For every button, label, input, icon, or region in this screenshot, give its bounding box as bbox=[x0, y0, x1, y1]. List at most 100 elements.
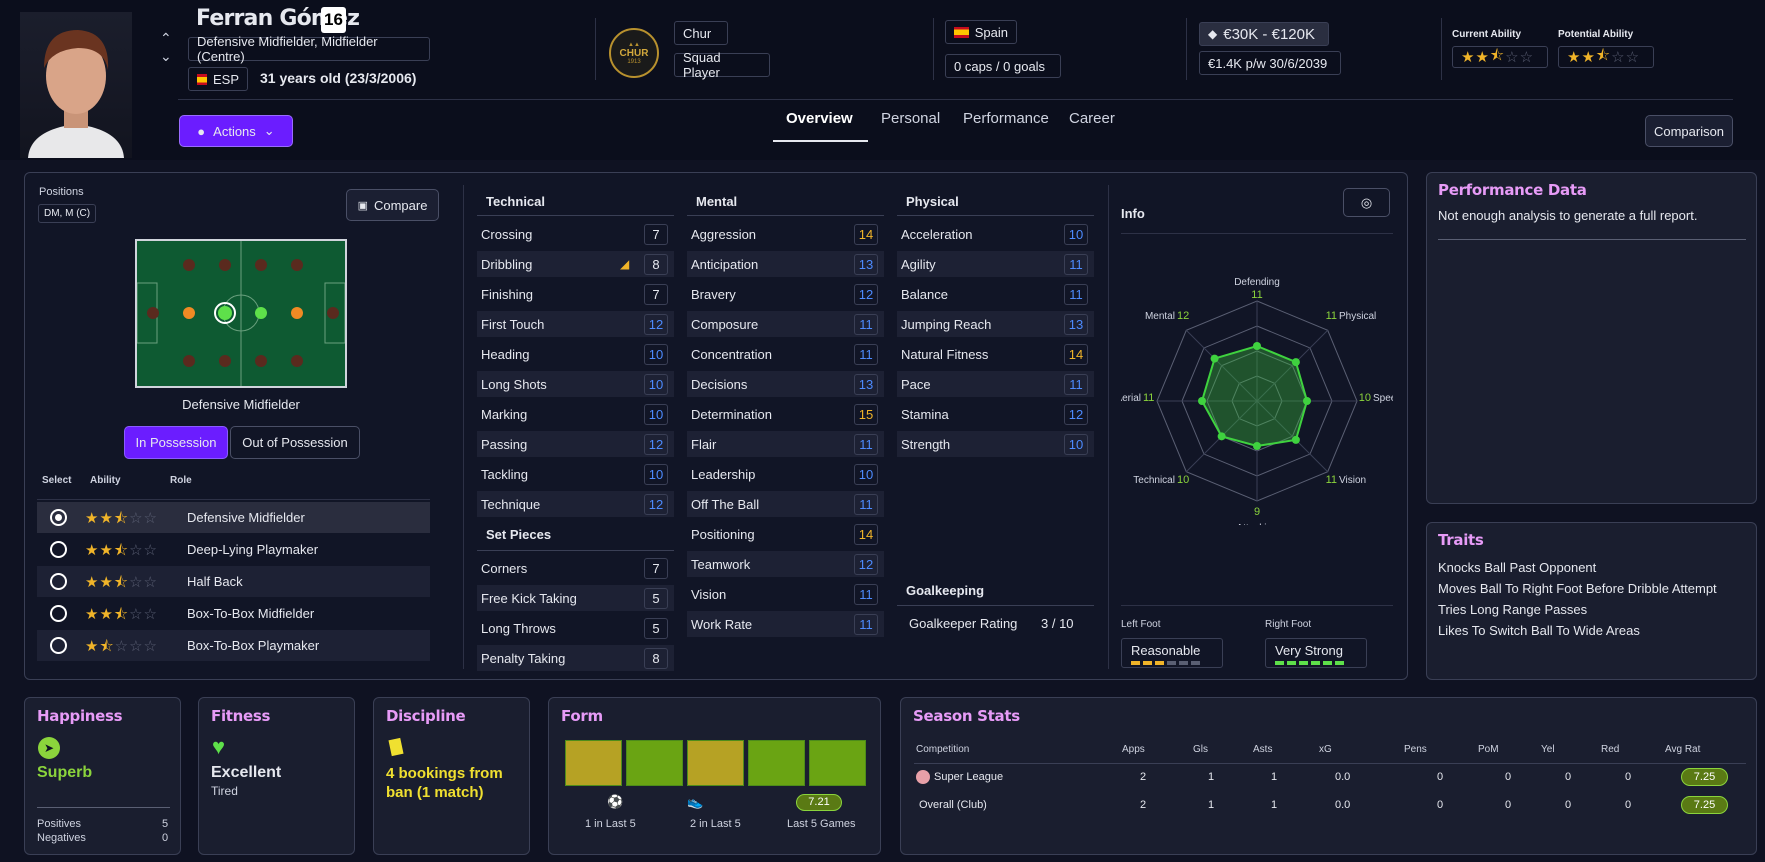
info-heading: Info bbox=[1121, 206, 1145, 221]
radar-view-button[interactable]: ◎ bbox=[1343, 188, 1390, 217]
stat-asts: 1 bbox=[1271, 771, 1278, 783]
role-stars: ★★⯪☆☆ bbox=[85, 574, 159, 591]
attribute-row[interactable]: Crossing 7 bbox=[477, 221, 674, 247]
attribute-row[interactable]: Long Throws 5 bbox=[477, 615, 674, 641]
radar-label: Aerial bbox=[1121, 393, 1141, 404]
stat-yel: 0 bbox=[1565, 799, 1572, 811]
attribute-row[interactable]: First Touch 12 bbox=[477, 311, 674, 337]
assists-last5: 2 in Last 5 bbox=[690, 818, 741, 830]
attribute-row[interactable]: Long Shots 10 bbox=[477, 371, 674, 397]
attribute-row[interactable]: Off The Ball 11 bbox=[687, 491, 884, 517]
tab-performance[interactable]: Performance bbox=[963, 110, 1049, 127]
role-radio-selected[interactable] bbox=[50, 509, 67, 526]
nation-name[interactable]: Spain bbox=[945, 20, 1017, 44]
col-avg-rating: Avg Rat bbox=[1665, 744, 1701, 755]
attribute-row[interactable]: Work Rate 11 bbox=[687, 611, 884, 637]
tab-overview[interactable]: Overview bbox=[786, 110, 853, 127]
actions-button[interactable]: ● Actions ⌄ bbox=[179, 115, 293, 147]
attribute-row[interactable]: Passing 12 bbox=[477, 431, 674, 457]
attribute-row[interactable]: Vision 11 bbox=[687, 581, 884, 607]
comparison-button[interactable]: Comparison bbox=[1645, 115, 1733, 147]
heart-icon: ♥ bbox=[212, 734, 226, 759]
attribute-row[interactable]: Leadership 10 bbox=[687, 461, 884, 487]
attribute-row[interactable]: Free Kick Taking 5 bbox=[477, 585, 674, 611]
next-player-icon[interactable]: ⌄ bbox=[160, 48, 172, 64]
in-possession-toggle[interactable]: In Possession bbox=[124, 426, 228, 459]
radar-label: Speed bbox=[1373, 393, 1393, 404]
attribute-row[interactable]: Flair 11 bbox=[687, 431, 884, 457]
avg-rating-badge: 7.25 bbox=[1681, 768, 1728, 786]
attribute-row[interactable]: Anticipation 13 bbox=[687, 251, 884, 277]
radar-label: Mental bbox=[1145, 311, 1175, 322]
attribute-row[interactable]: Technique 12 bbox=[477, 491, 674, 517]
attribute-name: Decisions bbox=[691, 376, 748, 392]
form-match-block[interactable] bbox=[748, 740, 805, 786]
tab-career[interactable]: Career bbox=[1069, 110, 1115, 127]
position-pitch bbox=[135, 239, 347, 388]
attribute-row[interactable]: Marking 10 bbox=[477, 401, 674, 427]
out-of-possession-toggle[interactable]: Out of Possession bbox=[230, 426, 360, 459]
right-foot-value: Very Strong bbox=[1275, 643, 1343, 658]
attribute-name: Balance bbox=[901, 286, 948, 302]
form-match-block[interactable] bbox=[565, 740, 622, 786]
club-name[interactable]: Chur bbox=[674, 21, 728, 45]
attribute-name: Penalty Taking bbox=[481, 650, 566, 666]
attribute-value: 11 bbox=[1064, 284, 1088, 305]
attribute-row[interactable]: Agility 11 bbox=[897, 251, 1094, 277]
role-radio[interactable] bbox=[50, 573, 67, 590]
attribute-row[interactable]: Heading 10 bbox=[477, 341, 674, 367]
attribute-name: First Touch bbox=[481, 316, 545, 332]
role-radio[interactable] bbox=[50, 637, 67, 654]
role-row[interactable]: ★⯪☆☆☆ Box-To-Box Playmaker bbox=[37, 630, 430, 661]
attribute-row[interactable]: Finishing 7 bbox=[477, 281, 674, 307]
tab-personal[interactable]: Personal bbox=[881, 110, 941, 127]
attribute-row[interactable]: Acceleration 10 bbox=[897, 221, 1094, 247]
attribute-row[interactable]: Dribbling 8 bbox=[477, 251, 674, 277]
attribute-row[interactable]: Concentration 11 bbox=[687, 341, 884, 367]
role-row[interactable]: ★★⯪☆☆ Deep-Lying Playmaker bbox=[37, 534, 430, 565]
radar-value: 11 bbox=[1143, 392, 1154, 404]
club-badge[interactable]: ▲▲ CHUR 1913 bbox=[609, 28, 659, 78]
role-row[interactable]: ★★⯪☆☆ Defensive Midfielder bbox=[37, 502, 430, 533]
attribute-row[interactable]: Natural Fitness 14 bbox=[897, 341, 1094, 367]
attribute-row[interactable]: Balance 11 bbox=[897, 281, 1094, 307]
attribute-value: 8 bbox=[644, 254, 668, 275]
attribute-row[interactable]: Pace 11 bbox=[897, 371, 1094, 397]
fitness-sub: Tired bbox=[211, 784, 238, 798]
form-match-block[interactable] bbox=[809, 740, 866, 786]
rating-last5-label: Last 5 Games bbox=[787, 818, 856, 830]
role-row[interactable]: ★★⯪☆☆ Half Back bbox=[37, 566, 430, 597]
form-match-block[interactable] bbox=[687, 740, 744, 786]
role-radio[interactable] bbox=[50, 541, 67, 558]
role-radio[interactable] bbox=[50, 605, 67, 622]
attribute-row[interactable]: Strength 10 bbox=[897, 431, 1094, 457]
attribute-row[interactable]: Positioning 14 bbox=[687, 521, 884, 547]
attribute-row[interactable]: Stamina 12 bbox=[897, 401, 1094, 427]
form-match-block[interactable] bbox=[626, 740, 683, 786]
attribute-row[interactable]: Aggression 14 bbox=[687, 221, 884, 247]
table-row[interactable]: Overall (Club) 2 1 1 0.0 0 0 0 0 7.25 bbox=[914, 793, 1746, 820]
stat-pens: 0 bbox=[1437, 799, 1444, 811]
compare-button[interactable]: ▣ Compare bbox=[346, 189, 439, 221]
attribute-value: 7 bbox=[644, 284, 668, 305]
attribute-row[interactable]: Determination 15 bbox=[687, 401, 884, 427]
left-foot-value: Reasonable bbox=[1131, 643, 1201, 658]
attribute-row[interactable]: Tackling 10 bbox=[477, 461, 674, 487]
attribute-row[interactable]: Decisions 13 bbox=[687, 371, 884, 397]
attribute-row[interactable]: Corners 7 bbox=[477, 555, 674, 581]
positions-short: DM, M (C) bbox=[38, 204, 97, 223]
squad-number: 16 bbox=[321, 7, 346, 33]
attribute-value: 5 bbox=[644, 618, 668, 639]
football-icon: ⚽ bbox=[607, 794, 624, 809]
attribute-row[interactable]: Teamwork 12 bbox=[687, 551, 884, 577]
attribute-row[interactable]: Penalty Taking 8 bbox=[477, 645, 674, 671]
squad-status: Squad Player bbox=[674, 50, 770, 80]
role-row[interactable]: ★★⯪☆☆ Box-To-Box Midfielder bbox=[37, 598, 430, 629]
table-row[interactable]: Super League 2 1 1 0.0 0 0 0 0 7.25 bbox=[914, 765, 1746, 792]
happiness-value: Superb bbox=[37, 764, 93, 781]
previous-player-icon[interactable]: ⌃ bbox=[160, 30, 172, 46]
attribute-row[interactable]: Jumping Reach 13 bbox=[897, 311, 1094, 337]
attribute-row[interactable]: Bravery 12 bbox=[687, 281, 884, 307]
attribute-row[interactable]: Composure 11 bbox=[687, 311, 884, 337]
col-pom: PoM bbox=[1478, 744, 1499, 755]
